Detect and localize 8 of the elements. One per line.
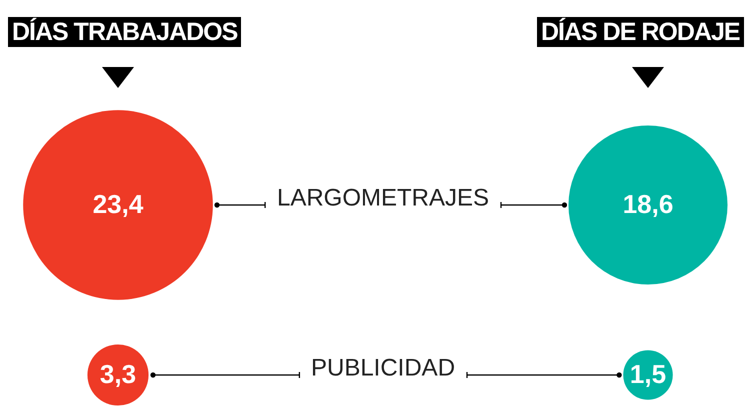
text: LARGOMETRAJES: [276, 184, 490, 212]
text: PUBLICIDAD: [310, 354, 456, 382]
data-label: 23,4: [92, 189, 144, 220]
category-label: DÍAS DE RODAJE: [537, 17, 744, 47]
data-label: 18,6: [622, 189, 674, 220]
data-label: 3,3: [100, 359, 136, 390]
data-label: 1,5: [630, 359, 666, 390]
category-label: DÍAS TRABAJADOS: [8, 17, 242, 47]
